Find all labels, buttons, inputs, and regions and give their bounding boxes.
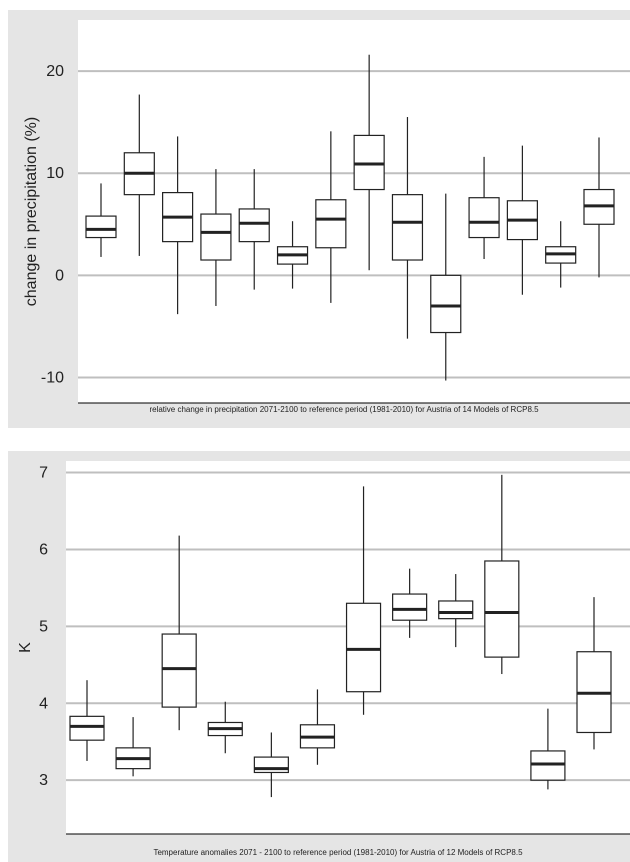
- box-iqr: [69, 715, 105, 741]
- y-axis-label: change in precipitation (%): [23, 117, 40, 306]
- y-tick-label: 4: [39, 695, 48, 712]
- box-iqr: [530, 750, 566, 781]
- y-tick-label: 10: [46, 165, 64, 182]
- y-tick-label: 0: [55, 267, 64, 284]
- box-iqr: [253, 756, 289, 774]
- plot-area: [78, 20, 630, 403]
- y-tick-label: 5: [39, 618, 48, 635]
- box-iqr: [484, 560, 520, 658]
- box-iqr: [468, 197, 500, 239]
- chart-caption: Temperature anomalies 2071 - 2100 to ref…: [153, 848, 523, 857]
- box-iqr: [391, 194, 424, 261]
- y-tick-label: 20: [46, 63, 64, 80]
- box-iqr: [200, 213, 232, 261]
- box-iqr: [392, 593, 428, 621]
- box-iqr: [345, 602, 382, 693]
- box-iqr: [430, 274, 462, 334]
- box-iqr: [161, 633, 197, 708]
- temperature-chart-panel: 7 6 5 4 3 K Temperature anomalies 2071 - 2100 …: [8, 451, 630, 862]
- box-iqr: [85, 215, 117, 239]
- precipitation-boxplot: 20 10 0 -10 change in precipitation (%) relat…: [23, 20, 630, 414]
- y-tick-label: 3: [39, 772, 48, 789]
- y-tick-label: -10: [41, 369, 64, 386]
- temperature-boxplot: 7 6 5 4 3 K Temperature anomalies 2071 - 2100 …: [17, 461, 630, 857]
- box-iqr: [353, 134, 385, 191]
- box-iqr: [438, 600, 474, 620]
- box-iqr: [315, 199, 347, 249]
- y-tick-label: 6: [39, 541, 48, 558]
- precipitation-chart-panel: 20 10 0 -10 change in precipitation (%) relat…: [8, 10, 630, 428]
- y-tick-label: 7: [39, 465, 48, 482]
- box-iqr: [238, 208, 270, 243]
- y-axis-label: K: [17, 642, 34, 653]
- chart-caption: relative change in precipitation 2071-21…: [149, 405, 539, 414]
